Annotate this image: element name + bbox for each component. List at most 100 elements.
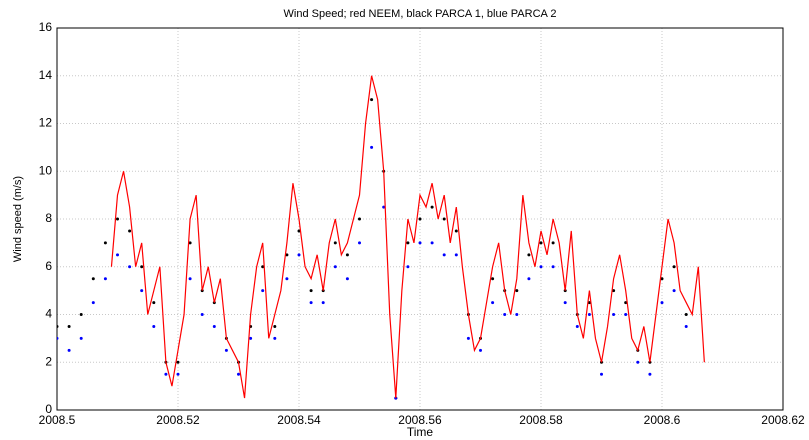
data-point <box>200 313 204 316</box>
data-point <box>140 265 144 269</box>
data-point <box>79 336 83 340</box>
data-point <box>152 301 156 305</box>
y-tick-label: 6 <box>45 259 52 273</box>
data-point <box>587 313 591 316</box>
y-tick-label: 2 <box>45 354 52 368</box>
data-point <box>539 241 543 245</box>
data-point <box>612 289 616 293</box>
x-tick-label: 2008.5 <box>39 413 76 427</box>
data-point <box>600 372 603 376</box>
y-tick-label: 0 <box>45 402 52 416</box>
x-tick-label: 2008.52 <box>156 413 200 427</box>
data-point <box>103 277 107 281</box>
data-point <box>636 360 640 364</box>
data-point <box>261 265 265 269</box>
data-point <box>345 253 349 257</box>
data-point <box>333 241 337 245</box>
data-point <box>261 289 265 293</box>
data-point <box>333 265 337 269</box>
data-point <box>79 313 83 316</box>
data-point <box>551 241 555 245</box>
data-point <box>454 253 458 257</box>
data-point <box>563 301 567 305</box>
neem-line <box>110 75 705 399</box>
data-point <box>273 324 277 328</box>
data-point <box>684 313 688 316</box>
data-point <box>575 324 579 328</box>
data-point <box>188 277 192 281</box>
data-point <box>57 324 59 328</box>
data-point <box>491 277 495 281</box>
data-point <box>345 277 349 281</box>
data-point <box>285 277 289 281</box>
data-point <box>116 253 119 257</box>
data-point <box>57 336 59 340</box>
data-point <box>515 289 519 293</box>
chart-title: Wind Speed; red NEEM, black PARCA 1, blu… <box>284 8 557 20</box>
data-point <box>152 324 156 328</box>
x-tick-label: 2008.6 <box>644 413 681 427</box>
data-point <box>430 241 434 245</box>
data-point <box>624 301 628 305</box>
data-point <box>539 265 543 269</box>
x-tick-label: 2008.54 <box>277 413 321 427</box>
data-point <box>648 372 652 376</box>
data-point <box>660 301 664 305</box>
x-tick-label: 2008.58 <box>519 413 563 427</box>
data-point <box>442 217 446 221</box>
data-point <box>273 336 277 340</box>
data-point <box>91 301 95 305</box>
data-point <box>624 313 628 316</box>
data-point <box>91 277 95 281</box>
data-point <box>684 324 688 328</box>
data-point <box>309 301 313 305</box>
data-point <box>515 313 519 316</box>
data-point <box>466 336 470 340</box>
data-point <box>164 372 168 376</box>
x-tick-label: 2008.62 <box>761 413 805 427</box>
plot-area <box>57 75 705 400</box>
data-point <box>370 145 374 149</box>
data-point <box>128 229 132 233</box>
data-point <box>176 372 180 376</box>
data-point <box>672 265 676 269</box>
y-tick-label: 4 <box>45 307 52 321</box>
data-point <box>587 301 591 305</box>
y-axis-label: Wind speed (m/s) <box>12 176 24 262</box>
data-point <box>382 205 386 209</box>
data-point <box>358 241 361 245</box>
data-point <box>527 277 531 281</box>
data-point <box>527 253 531 257</box>
data-point <box>237 372 240 376</box>
data-point <box>454 229 458 233</box>
y-tick-label: 16 <box>39 20 53 34</box>
data-point <box>660 277 664 281</box>
y-tick-label: 14 <box>39 68 53 82</box>
data-point <box>321 301 325 305</box>
data-point <box>128 265 132 269</box>
plot-frame <box>56 27 784 411</box>
data-point <box>176 360 180 364</box>
data-point <box>406 241 410 245</box>
data-point <box>285 253 289 257</box>
data-point <box>297 229 301 233</box>
data-point <box>297 253 301 257</box>
data-point <box>612 313 616 316</box>
x-tick-label: 2008.56 <box>398 413 442 427</box>
data-point <box>140 289 144 293</box>
data-point <box>249 336 253 340</box>
data-point <box>116 217 119 221</box>
data-point <box>67 348 71 352</box>
data-point <box>442 253 446 257</box>
data-point <box>309 289 313 293</box>
data-point <box>406 265 410 269</box>
data-point <box>212 324 216 328</box>
data-point <box>103 241 107 245</box>
y-tick-label: 8 <box>45 211 52 225</box>
data-point <box>672 289 676 293</box>
data-point <box>418 217 422 221</box>
data-point <box>491 301 495 305</box>
x-axis-label: Time <box>407 425 434 439</box>
data-point <box>430 205 434 209</box>
